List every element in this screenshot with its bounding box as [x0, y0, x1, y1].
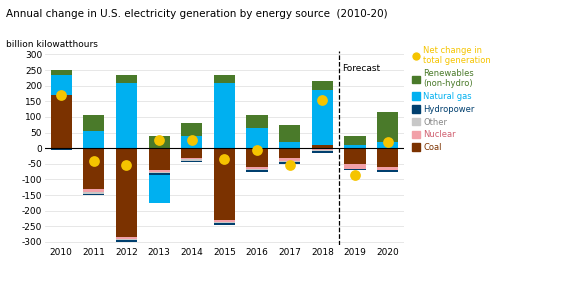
Bar: [312, 145, 333, 148]
Point: [122, 163, 131, 168]
Bar: [344, 145, 366, 148]
Bar: [116, 237, 137, 239]
Bar: [246, 168, 268, 170]
Text: billion kilowatthours: billion kilowatthours: [6, 40, 98, 49]
Bar: [312, 148, 333, 150]
Bar: [214, 83, 235, 148]
Bar: [344, 148, 366, 164]
Bar: [50, 75, 72, 95]
Bar: [279, 142, 300, 148]
Bar: [83, 131, 104, 148]
Text: Annual change in U.S. electricity generation by energy source  (2010-20): Annual change in U.S. electricity genera…: [6, 9, 387, 19]
Bar: [83, 192, 104, 194]
Bar: [214, 75, 235, 83]
Bar: [149, 175, 170, 203]
Point: [285, 163, 294, 168]
Bar: [149, 172, 170, 173]
Point: [351, 172, 360, 177]
Bar: [377, 112, 398, 142]
Bar: [50, 70, 72, 75]
Bar: [377, 170, 398, 172]
Bar: [116, 241, 137, 242]
Legend: Net change in
total generation, Renewables
(non-hydro), Natural gas, Hydropower,: Net change in total generation, Renewabl…: [412, 46, 491, 152]
Bar: [181, 161, 203, 162]
Bar: [50, 148, 72, 150]
Bar: [279, 161, 300, 162]
Bar: [279, 158, 300, 161]
Bar: [149, 136, 170, 148]
Bar: [149, 170, 170, 172]
Bar: [279, 162, 300, 164]
Point: [89, 158, 98, 163]
Bar: [312, 151, 333, 153]
Bar: [312, 90, 333, 145]
Bar: [279, 148, 300, 158]
Bar: [246, 170, 268, 172]
Point: [318, 97, 327, 102]
Bar: [83, 148, 104, 189]
Bar: [181, 123, 203, 136]
Point: [57, 93, 66, 97]
Bar: [116, 83, 137, 148]
Bar: [181, 136, 203, 148]
Point: [220, 157, 229, 161]
Bar: [377, 167, 398, 170]
Bar: [214, 222, 235, 223]
Bar: [83, 189, 104, 192]
Point: [155, 138, 164, 143]
Bar: [149, 173, 170, 175]
Bar: [246, 148, 268, 167]
Bar: [181, 159, 203, 161]
Bar: [377, 148, 398, 167]
Bar: [83, 194, 104, 195]
Bar: [116, 148, 137, 237]
Bar: [181, 148, 203, 158]
Bar: [246, 167, 268, 168]
Bar: [312, 81, 333, 90]
Point: [383, 140, 392, 144]
Bar: [246, 115, 268, 128]
Bar: [50, 95, 72, 148]
Bar: [246, 128, 268, 148]
Bar: [344, 136, 366, 145]
Bar: [279, 125, 300, 142]
Bar: [344, 164, 366, 168]
Point: [187, 138, 196, 143]
Point: [252, 147, 261, 152]
Bar: [214, 148, 235, 220]
Bar: [312, 150, 333, 151]
Bar: [116, 75, 137, 83]
Bar: [149, 148, 170, 170]
Bar: [344, 168, 366, 170]
Bar: [83, 115, 104, 131]
Bar: [214, 220, 235, 222]
Bar: [181, 158, 203, 159]
Bar: [116, 239, 137, 241]
Bar: [214, 223, 235, 225]
Text: Forecast: Forecast: [342, 64, 380, 73]
Bar: [377, 142, 398, 148]
